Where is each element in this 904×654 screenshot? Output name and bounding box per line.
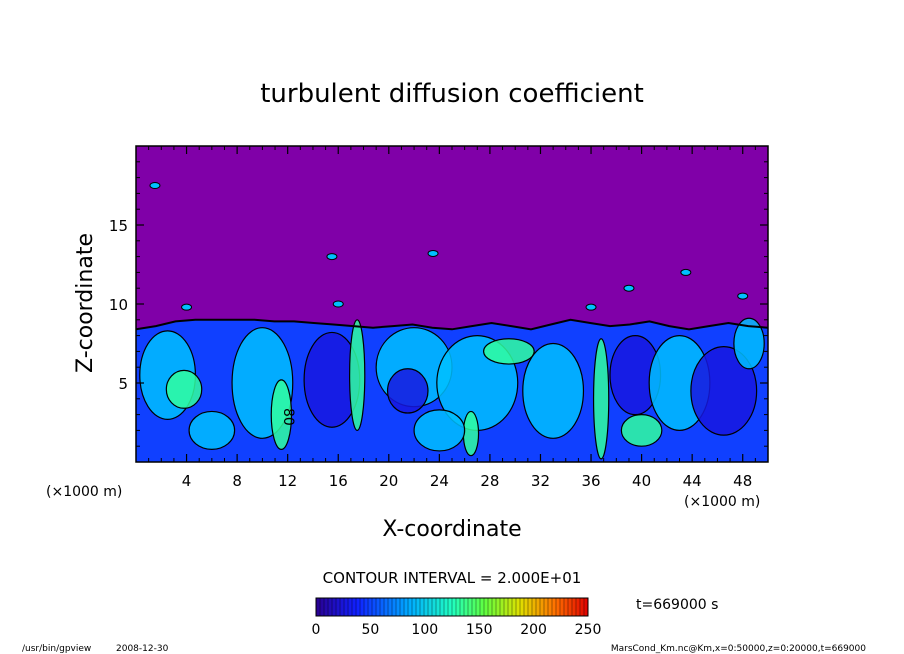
boundary-layer-top-contour xyxy=(136,318,768,331)
colorbar-tick-label: 100 xyxy=(411,622,438,638)
x-unit-left: (×1000 m) xyxy=(46,484,122,500)
colorbar-tick-label: 200 xyxy=(520,622,547,638)
eddy xyxy=(386,368,429,414)
x-tick-label: 36 xyxy=(581,472,600,490)
x-tick-label: 8 xyxy=(232,472,242,490)
colorbar-tick-label: 0 xyxy=(312,622,321,638)
colorbar-ticks: 0 50 100 150 200 250 xyxy=(312,622,602,638)
eddy xyxy=(165,369,203,409)
x-tick-label: 44 xyxy=(683,472,702,490)
cloud-patch xyxy=(332,300,344,308)
x-tick-label: 12 xyxy=(278,472,297,490)
eddy-field xyxy=(139,182,765,460)
colorbar-tick-label: 50 xyxy=(361,622,379,638)
z-tick-label: 15 xyxy=(109,217,128,235)
x-axis-label: X-coordinate xyxy=(382,517,521,542)
footer-date: 2008-12-30 xyxy=(116,644,169,654)
eddy xyxy=(188,410,236,450)
eddy xyxy=(620,414,663,447)
colorbar-stripes xyxy=(319,598,585,616)
x-tick-label: 16 xyxy=(329,472,348,490)
x-tick-label: 40 xyxy=(632,472,651,490)
footer-source: MarsCond_Km.nc@Km,x=0:50000,z=0:20000,t=… xyxy=(611,644,866,654)
cloud-patch xyxy=(427,249,439,257)
cloud-patch xyxy=(149,182,161,189)
contour-interval: CONTOUR INTERVAL = 2.000E+01 xyxy=(323,569,582,587)
x-axis: 4 8 12 16 20 24 28 32 36 40 44 48 xyxy=(148,146,756,490)
time-label: t=669000 s xyxy=(636,597,718,613)
eddy xyxy=(413,409,466,452)
cloud-patch xyxy=(585,303,597,311)
eddy xyxy=(349,319,366,432)
z-axis: 5 10 15 xyxy=(109,161,768,447)
x-tick-label: 24 xyxy=(430,472,449,490)
colorbar-tick-label: 150 xyxy=(466,622,493,638)
cloud-patch xyxy=(326,253,338,261)
footer-program: /usr/bin/gpview xyxy=(22,644,91,654)
contour-label: 80 xyxy=(280,408,296,426)
eddy xyxy=(462,410,480,457)
x-tick-label: 32 xyxy=(531,472,550,490)
eddy xyxy=(690,346,758,436)
cloud-patch xyxy=(181,303,193,311)
cloud-patch xyxy=(680,268,692,276)
eddy xyxy=(522,342,585,439)
eddy xyxy=(733,317,765,370)
eddy xyxy=(592,338,610,460)
cloud-patch xyxy=(737,292,749,300)
colorbar-tick-label: 250 xyxy=(575,622,602,638)
contour-labels: 80 xyxy=(280,408,296,426)
z-tick-label: 10 xyxy=(109,296,128,314)
plot-area xyxy=(136,146,768,462)
x-tick-label: 28 xyxy=(480,472,499,490)
y-axis-label: Z-coordinate xyxy=(73,233,98,373)
chart-title: turbulent diffusion coefficient xyxy=(260,79,644,109)
cloud-patch xyxy=(623,284,635,292)
x-tick-label: 48 xyxy=(733,472,752,490)
x-unit-right: (×1000 m) xyxy=(684,494,760,510)
x-tick-label: 20 xyxy=(379,472,398,490)
eddy xyxy=(270,379,293,450)
eddy xyxy=(483,338,535,365)
x-tick-label: 4 xyxy=(182,472,192,490)
z-tick-label: 5 xyxy=(118,375,128,393)
